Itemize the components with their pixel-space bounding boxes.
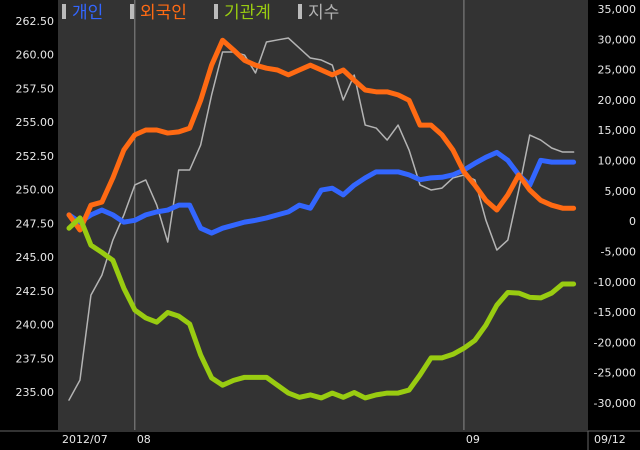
series-line (68, 37, 575, 401)
series-line (66, 37, 577, 233)
y-tick-label: 262.50 (16, 15, 55, 28)
x-tick-label: 09 (466, 433, 480, 446)
legend-label: 지수 (308, 3, 339, 23)
y2-tick-label: -25,000 (594, 367, 636, 380)
y2-tick-label: -15,000 (594, 306, 636, 319)
y2-tick-label: 0 (629, 215, 636, 228)
legend-label: 기관계 (224, 3, 271, 23)
y-tick-label: 242.50 (16, 285, 55, 298)
legend-label: 외국인 (140, 3, 187, 23)
y2-tick-label: 20,000 (598, 94, 637, 107)
y-tick-label: 247.50 (16, 217, 55, 230)
y2-tick-label: 25,000 (598, 64, 637, 77)
y2-tick-label: 15,000 (598, 124, 637, 137)
y2-tick-label: -20,000 (594, 336, 636, 349)
x-tick-label: 2012/07 (62, 433, 108, 446)
x-tick-label: 09/12 (594, 433, 626, 446)
y2-tick-label: -30,000 (594, 397, 636, 410)
y-tick-label: 260.00 (16, 49, 55, 62)
y-tick-label: 255.00 (16, 116, 55, 129)
legend-marker (214, 4, 218, 19)
series-line (66, 149, 577, 236)
y2-tick-label: 5,000 (605, 185, 637, 198)
y2-tick-label: 10,000 (598, 155, 637, 168)
legend-marker (130, 4, 134, 19)
x-tick-label: 08 (137, 433, 151, 446)
y-tick-label: 250.00 (16, 184, 55, 197)
series-line (66, 215, 577, 401)
y-tick-label: 240.00 (16, 319, 55, 332)
legend-marker (298, 4, 302, 19)
y-tick-label: 245.00 (16, 251, 55, 264)
legend-marker (62, 4, 66, 19)
y2-tick-label: 35,000 (598, 3, 637, 16)
y-tick-label: 235.00 (16, 386, 55, 399)
y2-tick-label: 30,000 (598, 33, 637, 46)
y-tick-label: 257.50 (16, 82, 55, 95)
y2-tick-label: -10,000 (594, 276, 636, 289)
legend-label: 개인 (72, 3, 103, 23)
y-tick-label: 252.50 (16, 150, 55, 163)
plot-area (58, 0, 588, 430)
y2-tick-label: -5,000 (601, 245, 636, 258)
y-tick-label: 237.50 (16, 352, 55, 365)
